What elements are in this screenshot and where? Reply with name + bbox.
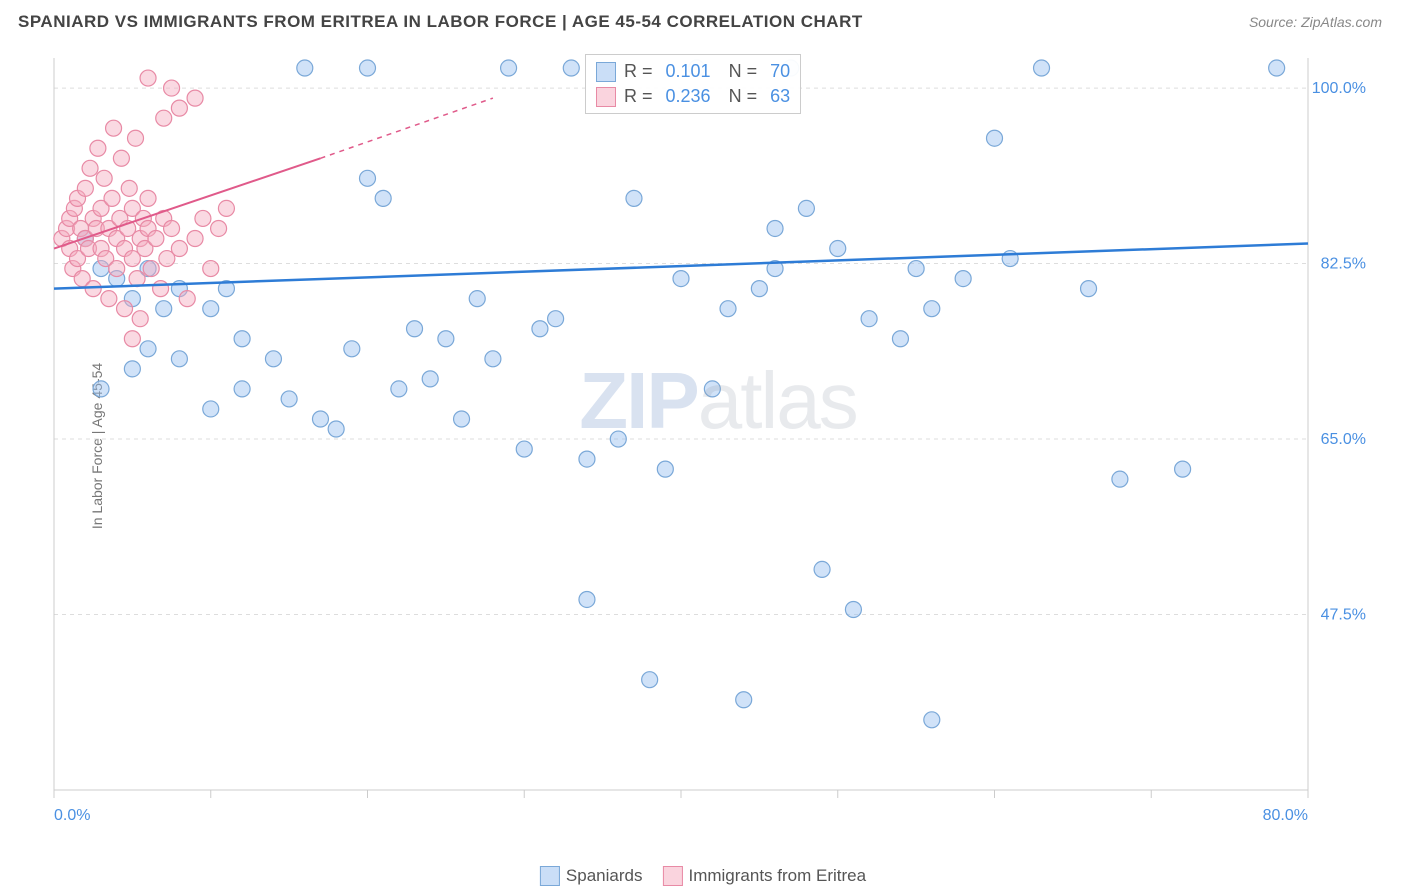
stats-row: R = 0.101 N = 70 xyxy=(596,59,790,84)
legend-label: Immigrants from Eritrea xyxy=(688,866,866,886)
legend-swatch xyxy=(662,866,682,886)
n-value: 63 xyxy=(765,86,790,107)
correlation-stats-box: R = 0.101 N = 70 R = 0.236 N = 63 xyxy=(585,54,801,114)
legend-item: Spaniards xyxy=(540,866,643,886)
source-attribution: Source: ZipAtlas.com xyxy=(1249,14,1382,30)
r-value: 0.236 xyxy=(661,86,711,107)
svg-text:65.0%: 65.0% xyxy=(1321,431,1366,448)
scatter-chart: 47.5% 65.0% 82.5% 100.0% 0.0% 80.0% xyxy=(48,50,1388,830)
stats-row: R = 0.236 N = 63 xyxy=(596,84,790,109)
chart-area: 47.5%65.0%82.5%100.0%0.0%80.0% ZIPatlas xyxy=(48,50,1388,830)
n-label: N = xyxy=(719,61,758,82)
r-label: R = xyxy=(624,61,653,82)
svg-text:80.0%: 80.0% xyxy=(1263,807,1308,824)
r-value: 0.101 xyxy=(661,61,711,82)
n-value: 70 xyxy=(765,61,790,82)
series-swatch xyxy=(596,62,616,82)
svg-text:82.5%: 82.5% xyxy=(1321,256,1366,273)
chart-container: SPANIARD VS IMMIGRANTS FROM ERITREA IN L… xyxy=(0,0,1406,892)
svg-text:0.0%: 0.0% xyxy=(54,807,90,824)
svg-text:100.0%: 100.0% xyxy=(1312,80,1366,97)
series-swatch xyxy=(596,87,616,107)
svg-text:47.5%: 47.5% xyxy=(1321,607,1366,624)
header: SPANIARD VS IMMIGRANTS FROM ERITREA IN L… xyxy=(0,0,1406,40)
legend-swatch xyxy=(540,866,560,886)
r-label: R = xyxy=(624,86,653,107)
legend-label: Spaniards xyxy=(566,866,643,886)
legend-item: Immigrants from Eritrea xyxy=(662,866,866,886)
legend: Spaniards Immigrants from Eritrea xyxy=(540,866,866,886)
n-label: N = xyxy=(719,86,758,107)
chart-title: SPANIARD VS IMMIGRANTS FROM ERITREA IN L… xyxy=(18,12,863,32)
